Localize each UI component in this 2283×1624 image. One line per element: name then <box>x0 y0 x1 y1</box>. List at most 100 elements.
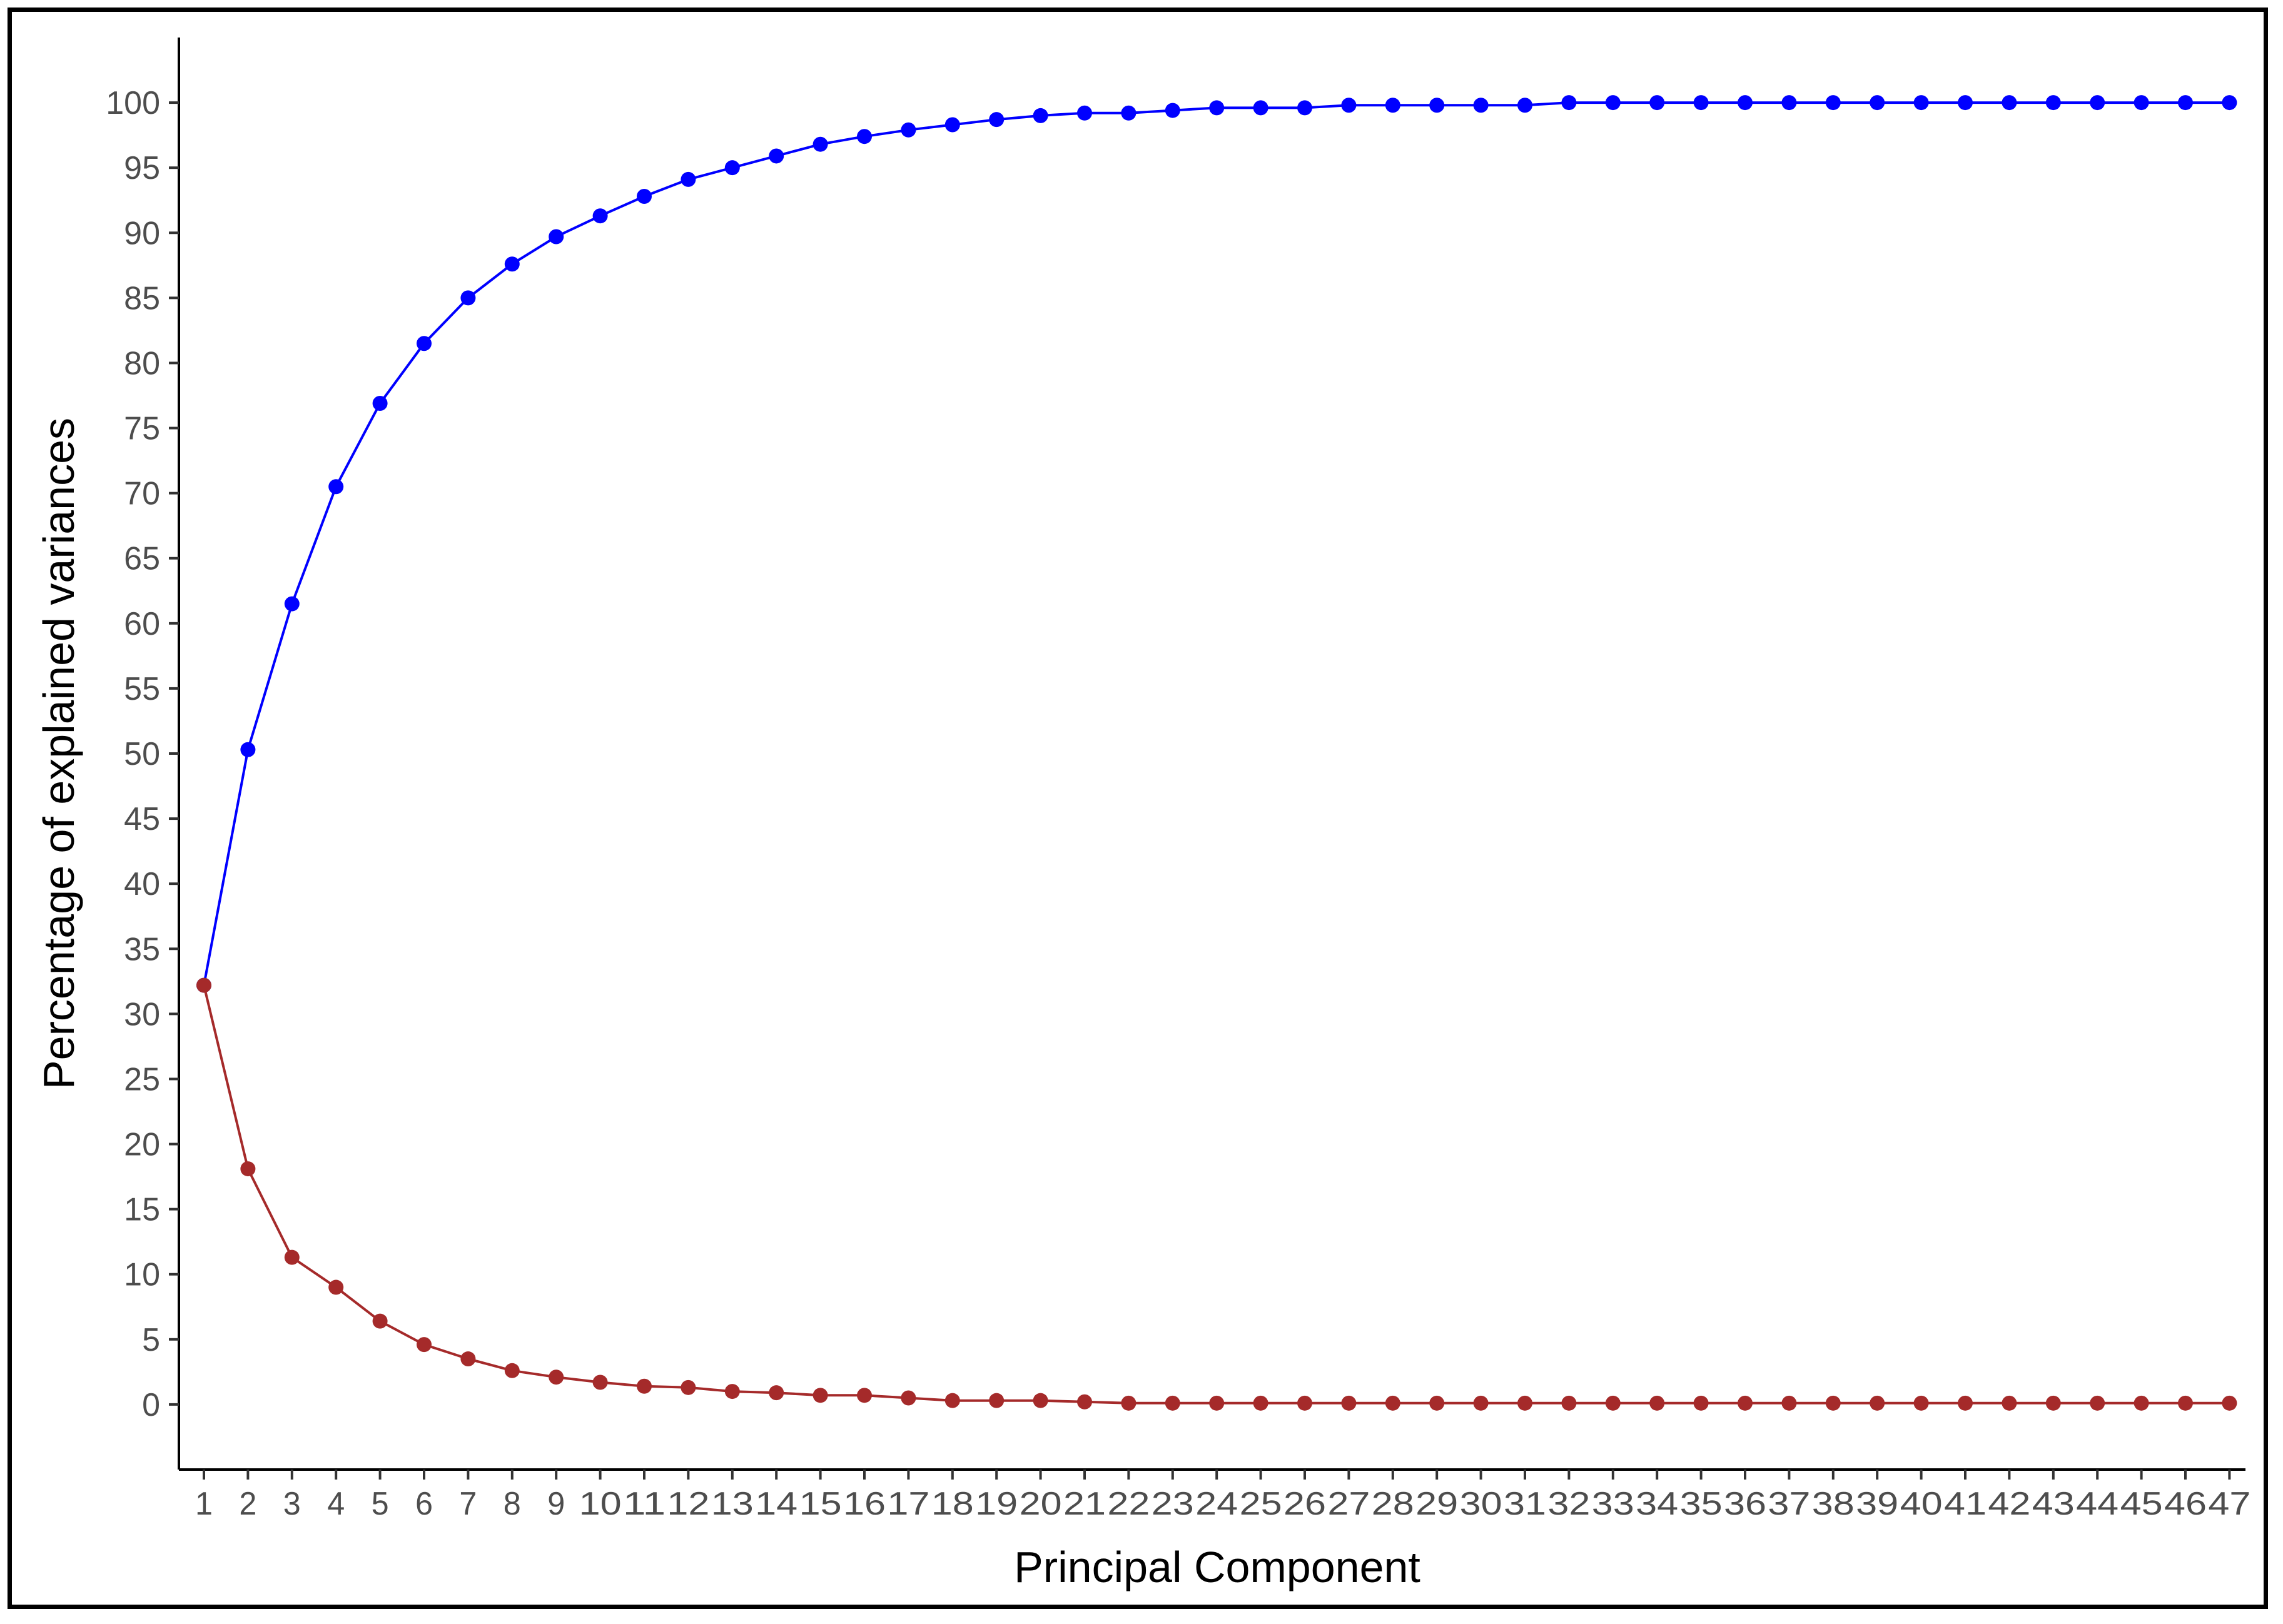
x-tick-label: 4 <box>327 1486 345 1522</box>
data-point <box>417 336 432 351</box>
x-tick-label: 6 <box>415 1486 433 1522</box>
data-point <box>1649 95 1665 111</box>
data-point <box>2045 1395 2061 1411</box>
x-tick-label: 46 <box>2164 1486 2207 1522</box>
data-point <box>1561 95 1577 111</box>
data-point <box>372 1313 388 1329</box>
data-point <box>1958 95 1973 111</box>
x-tick-label: 29 <box>1415 1486 1458 1522</box>
data-point <box>2045 95 2061 111</box>
x-tick-label: 5 <box>372 1486 389 1522</box>
data-point <box>1077 105 1092 121</box>
data-point <box>284 1249 300 1265</box>
y-tick-label: 30 <box>124 996 160 1032</box>
data-point <box>1033 108 1048 123</box>
data-point <box>989 1393 1005 1408</box>
y-tick-label: 20 <box>124 1127 160 1163</box>
y-tick-label: 95 <box>124 150 160 186</box>
x-tick-label: 33 <box>1592 1486 1634 1522</box>
x-tick-label: 8 <box>504 1486 521 1522</box>
data-point <box>2222 95 2237 111</box>
data-point <box>1033 1393 1048 1408</box>
data-point <box>1958 1395 1973 1411</box>
data-point <box>724 160 740 176</box>
data-point <box>504 256 520 272</box>
x-tick-label: 2 <box>239 1486 256 1522</box>
x-tick-label: 21 <box>1063 1486 1106 1522</box>
y-axis-title: Percentage of explained variances <box>34 418 83 1089</box>
x-tick-label: 13 <box>711 1486 754 1522</box>
data-point <box>1825 1395 1841 1411</box>
y-tick-label: 25 <box>124 1061 160 1097</box>
data-point <box>1121 1395 1136 1411</box>
data-point <box>1385 98 1400 113</box>
data-point <box>724 1384 740 1400</box>
x-tick-label: 44 <box>2076 1486 2118 1522</box>
data-point <box>2002 95 2017 111</box>
data-point <box>1473 1395 1489 1411</box>
data-point <box>1870 95 1885 111</box>
data-point <box>1209 1395 1225 1411</box>
y-ticks: 0 5 10 15 20 25 30 35 40 45 50 55 60 65 70 75 80 85 90 95 10… <box>106 85 179 1423</box>
data-point <box>944 1393 960 1408</box>
data-point <box>944 117 960 133</box>
x-tick-label: 18 <box>931 1486 974 1522</box>
data-point <box>2002 1395 2017 1411</box>
x-tick-label: 1 <box>195 1486 213 1522</box>
data-point <box>989 112 1005 128</box>
x-tick-label: 31 <box>1504 1486 1546 1522</box>
data-point <box>1605 95 1621 111</box>
data-point <box>549 1369 564 1385</box>
x-tick-label: 38 <box>1812 1486 1855 1522</box>
y-tick-label: 65 <box>124 541 160 577</box>
y-tick-label: 75 <box>124 411 160 447</box>
chart-frame <box>8 8 2268 1609</box>
data-point <box>1913 95 1929 111</box>
data-point <box>460 290 476 306</box>
x-tick-label: 28 <box>1372 1486 1414 1522</box>
y-tick-label: 5 <box>142 1322 160 1358</box>
axes <box>178 38 2245 1471</box>
data-point <box>1781 1395 1797 1411</box>
data-point <box>1693 1395 1709 1411</box>
series-line <box>203 101 2230 986</box>
x-tick-label: 42 <box>1988 1486 2030 1522</box>
x-tick-label: 27 <box>1327 1486 1370 1522</box>
data-point <box>1605 1395 1621 1411</box>
data-point <box>2134 95 2149 111</box>
data-point <box>1517 1395 1532 1411</box>
data-point <box>1297 100 1312 116</box>
data-point <box>549 229 564 245</box>
data-point <box>1561 1395 1577 1411</box>
x-tick-label: 25 <box>1240 1486 1282 1522</box>
data-point <box>240 742 256 757</box>
data-point <box>1913 1395 1929 1411</box>
data-point <box>1781 95 1797 111</box>
x-tick-label: 45 <box>2120 1486 2163 1522</box>
data-point <box>1693 95 1709 111</box>
y-tick-label: 15 <box>124 1192 160 1228</box>
x-tick-label: 19 <box>975 1486 1018 1522</box>
data-point <box>1517 98 1532 113</box>
data-point <box>1429 1395 1445 1411</box>
y-tick-label: 0 <box>142 1387 160 1423</box>
x-tick-label: 23 <box>1152 1486 1194 1522</box>
x-axis-title: Principal Component <box>1014 1543 1420 1591</box>
x-tick-label: 37 <box>1768 1486 1810 1522</box>
data-point <box>2090 95 2105 111</box>
series-layer <box>196 95 2237 1411</box>
y-tick-label: 90 <box>124 215 160 251</box>
x-tick-label: 3 <box>283 1486 301 1522</box>
data-point <box>1165 103 1180 118</box>
data-point <box>812 1388 828 1403</box>
data-point <box>901 122 916 138</box>
data-point <box>1429 98 1445 113</box>
data-point <box>1870 1395 1885 1411</box>
x-tick-label: 15 <box>799 1486 842 1522</box>
x-tick-label: 41 <box>1944 1486 1987 1522</box>
data-point <box>504 1363 520 1378</box>
data-point <box>1121 105 1136 121</box>
data-point <box>372 395 388 411</box>
data-point <box>328 1279 344 1295</box>
